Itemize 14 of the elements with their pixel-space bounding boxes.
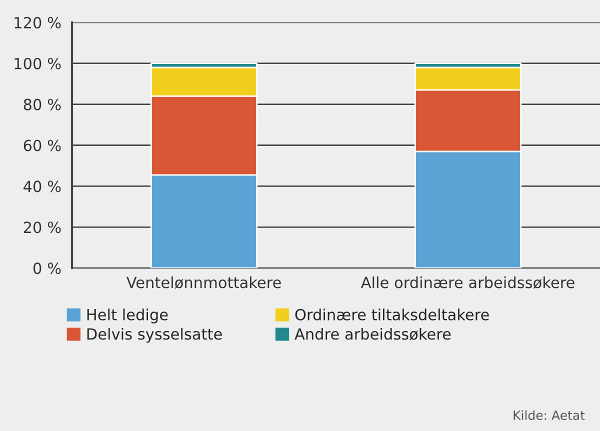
y-tick-label: 120 % — [14, 16, 61, 28]
y-tick-label: 20 % — [24, 222, 61, 234]
legend-label: Ordinære tiltaksdeltakere — [295, 308, 489, 320]
legend-label: Delvis sysselsatte — [87, 328, 222, 343]
y-tick-label: 0 % — [34, 262, 61, 274]
legend-label: Helt ledige — [87, 308, 168, 324]
y-tick-label: 40 % — [24, 180, 61, 192]
x-tick-label: Ventelønnmottakere — [126, 276, 281, 289]
y-tick-label: 60 % — [24, 140, 61, 152]
x-tick-label: Alle ordinære arbeidssøkere — [360, 276, 574, 289]
legend-label: Andre arbeidssøkere — [294, 328, 451, 340]
y-tick-label: 100 % — [14, 58, 61, 70]
y-tick-label: 80 % — [24, 98, 61, 110]
text: Kilde: Aetat — [514, 410, 585, 420]
